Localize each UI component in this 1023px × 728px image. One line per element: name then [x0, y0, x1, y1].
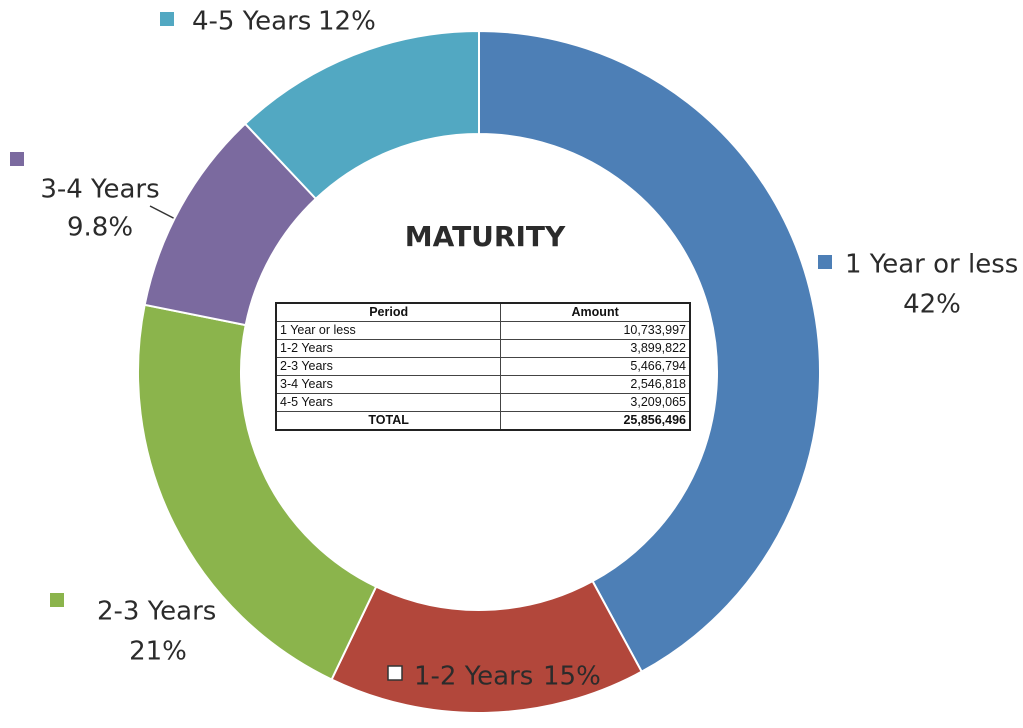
legend-swatch — [10, 152, 24, 166]
table-row: 2-3 Years 5,466,794 — [275, 357, 691, 376]
slice-label: 2-3 Years — [97, 597, 216, 627]
data-table: Period Amount 1 Year or less 10,733,997 1-2 … — [275, 302, 691, 431]
table-cell: 10,733,997 — [500, 321, 691, 340]
table-cell: 3,209,065 — [500, 393, 691, 412]
table-header-row: Period Amount — [275, 302, 691, 322]
table-cell: 2-3 Years — [275, 357, 502, 376]
table-cell: 1 Year or less — [275, 321, 502, 340]
slice-label: 4-5 Years — [192, 7, 311, 37]
table-row: 1-2 Years 3,899,822 — [275, 339, 691, 358]
table-cell: 3,899,822 — [500, 339, 691, 358]
table-cell: 4-5 Years — [275, 393, 502, 412]
table-row: 4-5 Years 3,209,065 — [275, 393, 691, 412]
table-row: 1 Year or less 10,733,997 — [275, 321, 691, 340]
slice-label: 1 Year or less — [845, 250, 1018, 280]
slice-value-label: 42% — [903, 290, 961, 320]
legend-swatch — [818, 255, 832, 269]
legend-swatch — [160, 12, 174, 26]
table-header-cell: Period — [275, 302, 502, 322]
slice-value-label: 21% — [129, 637, 187, 667]
donut-slice — [137, 303, 378, 681]
table-cell: 5,466,794 — [500, 357, 691, 376]
slice-label: 1-2 Years — [414, 662, 533, 692]
table-cell: 25,856,496 — [500, 411, 691, 431]
table-header-cell: Amount — [500, 302, 691, 322]
table-cell: 2,546,818 — [500, 375, 691, 394]
donut-slice — [478, 29, 821, 674]
legend-swatch — [50, 593, 64, 607]
table-row: 3-4 Years 2,546,818 — [275, 375, 691, 394]
slice-value-label: 15% — [543, 662, 601, 692]
table-cell: TOTAL — [275, 411, 502, 431]
donut-slice — [243, 29, 480, 201]
table-cell: 1-2 Years — [275, 339, 502, 358]
slice-value-label: 12% — [318, 7, 376, 37]
slice-label: 3-4 Years — [40, 175, 159, 205]
table-row: TOTAL 25,856,496 — [275, 411, 691, 431]
slice-value-label: 9.8% — [67, 213, 133, 243]
legend-swatch — [387, 665, 403, 681]
table-cell: 3-4 Years — [275, 375, 502, 394]
chart-title: MATURITY — [405, 220, 566, 253]
donut-slice — [330, 579, 644, 714]
